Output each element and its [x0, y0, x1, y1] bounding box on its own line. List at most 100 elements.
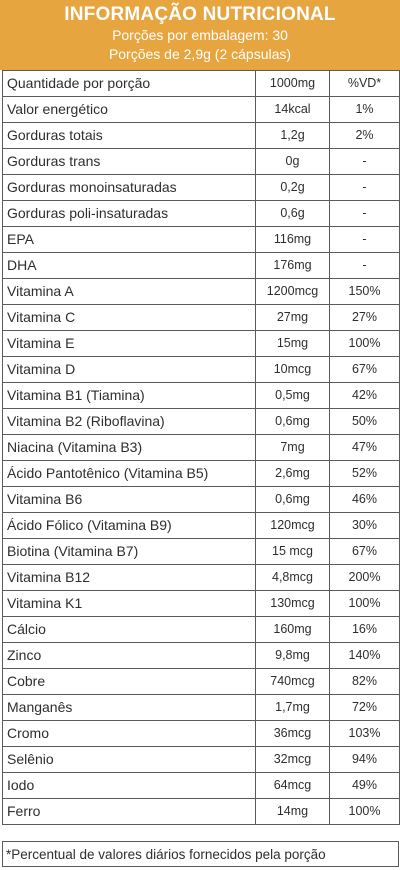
table-row: Valor energético 14kcal 1%	[2, 96, 400, 123]
nutrient-name: Vitamina B2 (Riboflavina)	[2, 408, 256, 435]
nutrient-quantity: 160mg	[255, 616, 330, 643]
nutrient-daily-value: 103%	[329, 720, 400, 747]
nutrient-quantity: 0,2g	[255, 174, 330, 201]
nutrient-daily-value: 94%	[329, 746, 400, 773]
table-row: Ferro 14mg 100%	[2, 798, 400, 825]
nutrient-name: Vitamina C	[2, 304, 256, 331]
nutrition-table: Quantidade por porção 1000mg %VD* Valor …	[2, 70, 400, 825]
nutrient-quantity: 2,6mg	[255, 460, 330, 487]
nutrient-name: Cobre	[2, 668, 256, 695]
nutrient-daily-value: 46%	[329, 486, 400, 513]
servings-per-package: Porções por embalagem: 30	[112, 27, 288, 43]
nutrient-daily-value: 50%	[329, 408, 400, 435]
nutrient-name: Ácido Pantotênico (Vitamina B5)	[2, 460, 256, 487]
nutrient-quantity: 740mcg	[255, 668, 330, 695]
table-row: Vitamina B6 0,6mg 46%	[2, 486, 400, 513]
table-row: Selênio 32mcg 94%	[2, 746, 400, 773]
nutrient-quantity: 116mg	[255, 226, 330, 253]
nutrient-daily-value: 30%	[329, 512, 400, 539]
nutrient-name: Zinco	[2, 642, 256, 669]
nutrient-quantity: 10mcg	[255, 356, 330, 383]
table-row: Vitamina B1 (Tiamina) 0,5mg 42%	[2, 382, 400, 409]
table-row: Cálcio 160mg 16%	[2, 616, 400, 643]
nutrient-daily-value: 100%	[329, 798, 400, 825]
nutrient-daily-value: 47%	[329, 434, 400, 461]
nutrient-daily-value: -	[329, 174, 400, 201]
nutrient-daily-value: 1%	[329, 96, 400, 123]
nutrient-daily-value: 27%	[329, 304, 400, 331]
nutrient-quantity: 0,6g	[255, 200, 330, 227]
nutrient-daily-value: 72%	[329, 694, 400, 721]
nutrient-name: Cálcio	[2, 616, 256, 643]
nutrient-daily-value: 100%	[329, 590, 400, 617]
nutrient-quantity: 36mcg	[255, 720, 330, 747]
table-row: Gorduras monoinsaturadas 0,2g -	[2, 174, 400, 201]
nutrient-name: Cromo	[2, 720, 256, 747]
table-row: Zinco 9,8mg 140%	[2, 642, 400, 669]
nutrient-quantity: 176mg	[255, 252, 330, 279]
nutrient-quantity: 120mcg	[255, 512, 330, 539]
nutrient-name: Vitamina D	[2, 356, 256, 383]
footnote: *Percentual de valores diários fornecido…	[2, 841, 399, 867]
table-row: Vitamina B12 4,8mcg 200%	[2, 564, 400, 591]
nutrient-name: Vitamina B12	[2, 564, 256, 591]
nutrient-daily-value: -	[329, 148, 400, 175]
nutrient-quantity: 0,6mg	[255, 408, 330, 435]
nutrient-quantity: 1,2g	[255, 122, 330, 149]
nutrient-daily-value: 52%	[329, 460, 400, 487]
nutrient-name: Manganês	[2, 694, 256, 721]
nutrient-daily-value: 140%	[329, 642, 400, 669]
nutrient-daily-value: 150%	[329, 278, 400, 305]
nutrient-quantity: 64mcg	[255, 772, 330, 799]
table-row: Iodo 64mcg 49%	[2, 772, 400, 799]
table-row: Vitamina E 15mg 100%	[2, 330, 400, 357]
nutrient-name: Vitamina B6	[2, 486, 256, 513]
nutrient-name: Biotina (Vitamina B7)	[2, 538, 256, 565]
table-row: Gorduras totais 1,2g 2%	[2, 122, 400, 149]
nutrient-daily-value: 16%	[329, 616, 400, 643]
table-row: DHA 176mg -	[2, 252, 400, 279]
nutrient-daily-value: 67%	[329, 538, 400, 565]
nutrient-name: Vitamina K1	[2, 590, 256, 617]
nutrient-daily-value: -	[329, 252, 400, 279]
nutrient-name: Iodo	[2, 772, 256, 799]
nutrient-daily-value: 49%	[329, 772, 400, 799]
nutrient-quantity: 14kcal	[255, 96, 330, 123]
table-row: Vitamina D 10mcg 67%	[2, 356, 400, 383]
table-row: Gorduras poli-insaturadas 0,6g -	[2, 200, 400, 227]
nutrient-daily-value: 82%	[329, 668, 400, 695]
nutrient-name: Vitamina A	[2, 278, 256, 305]
nutrient-quantity: 0,6mg	[255, 486, 330, 513]
nutrition-header: INFORMAÇÃO NUTRICIONAL Porções por embal…	[0, 0, 400, 70]
nutrient-daily-value: 100%	[329, 330, 400, 357]
nutrient-quantity: 4,8mcg	[255, 564, 330, 591]
nutrient-name: Ferro	[2, 798, 256, 825]
table-row: Gorduras trans 0g -	[2, 148, 400, 175]
nutrient-quantity: 1200mcg	[255, 278, 330, 305]
column-header-vd: %VD*	[329, 70, 400, 97]
table-row: Cromo 36mcg 103%	[2, 720, 400, 747]
nutrient-quantity: 130mcg	[255, 590, 330, 617]
nutrient-name: Vitamina E	[2, 330, 256, 357]
nutrient-daily-value: 200%	[329, 564, 400, 591]
nutrient-daily-value: -	[329, 226, 400, 253]
nutrient-quantity: 15 mcg	[255, 538, 330, 565]
nutrition-panel: INFORMAÇÃO NUTRICIONAL Porções por embal…	[0, 0, 400, 70]
table-row: Niacina (Vitamina B3) 7mg 47%	[2, 434, 400, 461]
nutrient-quantity: 1,7mg	[255, 694, 330, 721]
nutrient-name: Niacina (Vitamina B3)	[2, 434, 256, 461]
nutrient-quantity: 14mg	[255, 798, 330, 825]
nutrient-name: Gorduras monoinsaturadas	[2, 174, 256, 201]
nutrient-quantity: 15mg	[255, 330, 330, 357]
table-row: Ácido Pantotênico (Vitamina B5) 2,6mg 52%	[2, 460, 400, 487]
nutrient-name: EPA	[2, 226, 256, 253]
nutrient-quantity: 0g	[255, 148, 330, 175]
nutrient-daily-value: 42%	[329, 382, 400, 409]
table-header-row: Quantidade por porção 1000mg %VD*	[2, 70, 400, 97]
nutrient-name: Vitamina B1 (Tiamina)	[2, 382, 256, 409]
nutrient-name: Valor energético	[2, 96, 256, 123]
nutrient-daily-value: 67%	[329, 356, 400, 383]
table-row: Vitamina A 1200mcg 150%	[2, 278, 400, 305]
nutrient-quantity: 9,8mg	[255, 642, 330, 669]
nutrient-quantity: 7mg	[255, 434, 330, 461]
